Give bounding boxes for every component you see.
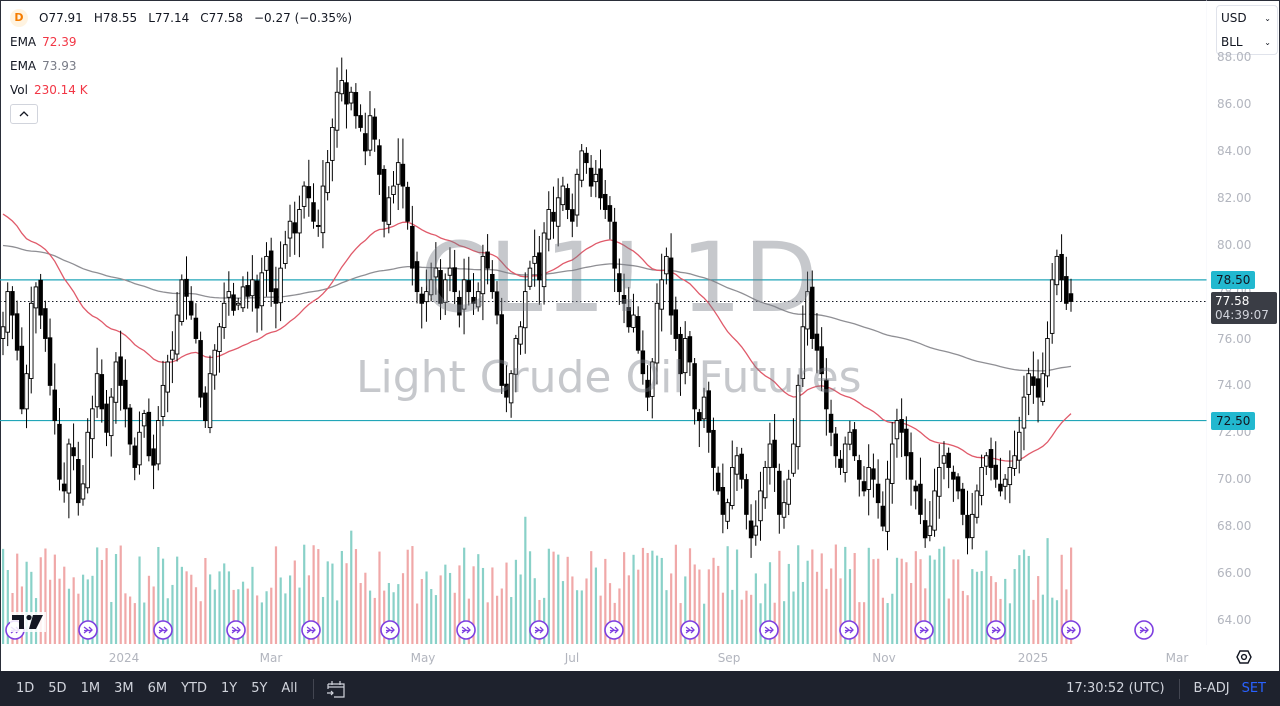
price-tick-label: 82.00 [1217, 190, 1252, 205]
go-to-date-button[interactable] [326, 680, 346, 698]
range-5y-button[interactable]: 5Y [251, 681, 268, 696]
price-tick-label: 84.00 [1217, 143, 1252, 158]
high-value: H78.55 [93, 11, 138, 25]
time-tick-label: 2025 [1017, 651, 1049, 665]
price-chart-canvas[interactable] [0, 0, 1207, 645]
price-axis[interactable]: 88.0086.0084.0082.0080.0078.0076.0074.00… [1207, 0, 1279, 645]
tradingview-logo-icon [10, 612, 46, 632]
time-axis[interactable]: 2024 Mar May Jul Sep Nov 2025 Mar [0, 645, 1207, 671]
contract-rollover-marker[interactable] [456, 620, 476, 640]
time-tick-label: May [410, 651, 436, 665]
chevron-down-icon: ⌄ [1264, 37, 1271, 47]
range-ytd-button[interactable]: YTD [181, 681, 207, 696]
range-1y-button[interactable]: 1Y [220, 681, 238, 696]
indicator-name: Vol [10, 83, 28, 97]
contract-rollover-marker[interactable] [380, 620, 400, 640]
indicator-name: EMA [10, 35, 37, 49]
currency-unit-selector[interactable]: USD ⌄ BLL ⌄ [1216, 5, 1278, 55]
unit-dropdown[interactable]: BLL ⌄ [1217, 30, 1277, 54]
contract-rollover-marker[interactable] [759, 620, 779, 640]
contract-rollover-marker[interactable] [1134, 620, 1154, 640]
chart-settings-button[interactable] [1236, 649, 1252, 669]
range-1m-button[interactable]: 1M [80, 681, 101, 696]
horizontal-line-price-label: 72.50 [1211, 411, 1256, 430]
contract-rollover-marker[interactable] [839, 620, 859, 640]
contract-rollover-marker[interactable] [301, 620, 321, 640]
event-markers [5, 620, 1154, 640]
indicator-value: 73.93 [42, 59, 77, 73]
ema-fast-line [2, 213, 1072, 462]
price-tick-label: 86.00 [1217, 97, 1252, 111]
open-value: O77.91 [39, 11, 83, 25]
calendar-goto-icon [326, 680, 345, 698]
range-1d-button[interactable]: 1D [16, 681, 35, 696]
adjustment-toggle[interactable]: B-ADJ [1193, 681, 1230, 696]
price-tick-label: 74.00 [1217, 378, 1252, 393]
range-6m-button[interactable]: 6M [147, 681, 168, 696]
time-tick-label: Nov [872, 651, 896, 665]
ohlc-row: D O77.91 H78.55 L77.14 C77.58 −0.27 (−0.… [10, 6, 357, 30]
interval-badge[interactable]: D [10, 9, 28, 27]
toolbar-right: 17:30:52 (UTC) B-ADJ SET [1060, 671, 1280, 706]
contract-rollover-marker[interactable] [226, 620, 246, 640]
contract-rollover-marker[interactable] [680, 620, 700, 640]
contract-rollover-marker[interactable] [986, 620, 1006, 640]
close-value: C77.58 [200, 11, 243, 25]
contract-rollover-marker[interactable] [529, 620, 549, 640]
volume-series [2, 516, 1073, 644]
time-tick-label: 2024 [108, 651, 140, 665]
chevron-up-icon [19, 111, 29, 117]
range-3m-button[interactable]: 3M [114, 681, 134, 696]
clock-timezone-button[interactable]: 17:30:52 (UTC) [1066, 681, 1165, 696]
contract-rollover-marker[interactable] [914, 620, 934, 640]
bottom-toolbar: 1D 5D 1M 3M 6M YTD 1Y 5Y All 17:30:52 (U… [0, 671, 1280, 706]
candlestick-series [0, 57, 1074, 558]
contract-rollover-marker[interactable] [1061, 620, 1081, 640]
low-value: L77.14 [148, 11, 190, 25]
chevron-down-icon: ⌄ [1264, 13, 1271, 23]
range-5d-button[interactable]: 5D [48, 681, 67, 696]
time-tick-label: Mar [1165, 651, 1189, 665]
settings-icon [1236, 650, 1252, 664]
range-all-button[interactable]: All [281, 681, 298, 696]
contract-rollover-marker[interactable] [153, 620, 173, 640]
time-tick-label: Sep [717, 651, 741, 665]
indicator-value: 72.39 [42, 35, 77, 49]
currency-label: USD [1221, 11, 1247, 25]
toolbar-divider [1178, 678, 1180, 699]
price-tick-label: 80.00 [1217, 237, 1252, 252]
indicator-ema-slow[interactable]: EMA 73.93 [10, 54, 357, 78]
session-toggle[interactable]: SET [1241, 681, 1266, 696]
price-tick-label: 66.00 [1217, 566, 1252, 580]
indicator-value: 230.14 K [33, 83, 88, 97]
collapse-legend-button[interactable] [10, 104, 38, 124]
tradingview-logo[interactable] [10, 612, 46, 636]
horizontal-line-price-label: 78.50 [1211, 270, 1256, 289]
toolbar-divider [312, 678, 314, 699]
price-tick-label: 68.00 [1217, 519, 1252, 534]
contract-rollover-marker[interactable] [604, 620, 624, 640]
indicator-ema-fast[interactable]: EMA 72.39 [10, 30, 357, 54]
price-tick-label: 70.00 [1217, 472, 1252, 487]
price-tick-label: 88.00 [1217, 50, 1252, 65]
change-value: −0.27 (−0.35%) [253, 11, 353, 25]
price-tick-label: 64.00 [1217, 612, 1252, 627]
time-tick-label: Jul [564, 651, 580, 665]
ema-slow-line [2, 244, 1072, 372]
currency-dropdown[interactable]: USD ⌄ [1217, 6, 1277, 30]
chart-legend: D O77.91 H78.55 L77.14 C77.58 −0.27 (−0.… [10, 6, 357, 124]
indicator-name: EMA [10, 59, 37, 73]
last-price-label: 77.58 04:39:07 [1211, 292, 1277, 325]
contract-rollover-marker[interactable] [78, 620, 98, 640]
indicator-volume[interactable]: Vol 230.14 K [10, 78, 357, 102]
unit-label: BLL [1221, 35, 1243, 49]
time-tick-label: Mar [259, 651, 283, 665]
last-price-value: 77.58 [1215, 294, 1250, 309]
price-tick-label: 76.00 [1217, 331, 1252, 346]
bar-close-countdown: 04:39:07 [1215, 308, 1269, 323]
